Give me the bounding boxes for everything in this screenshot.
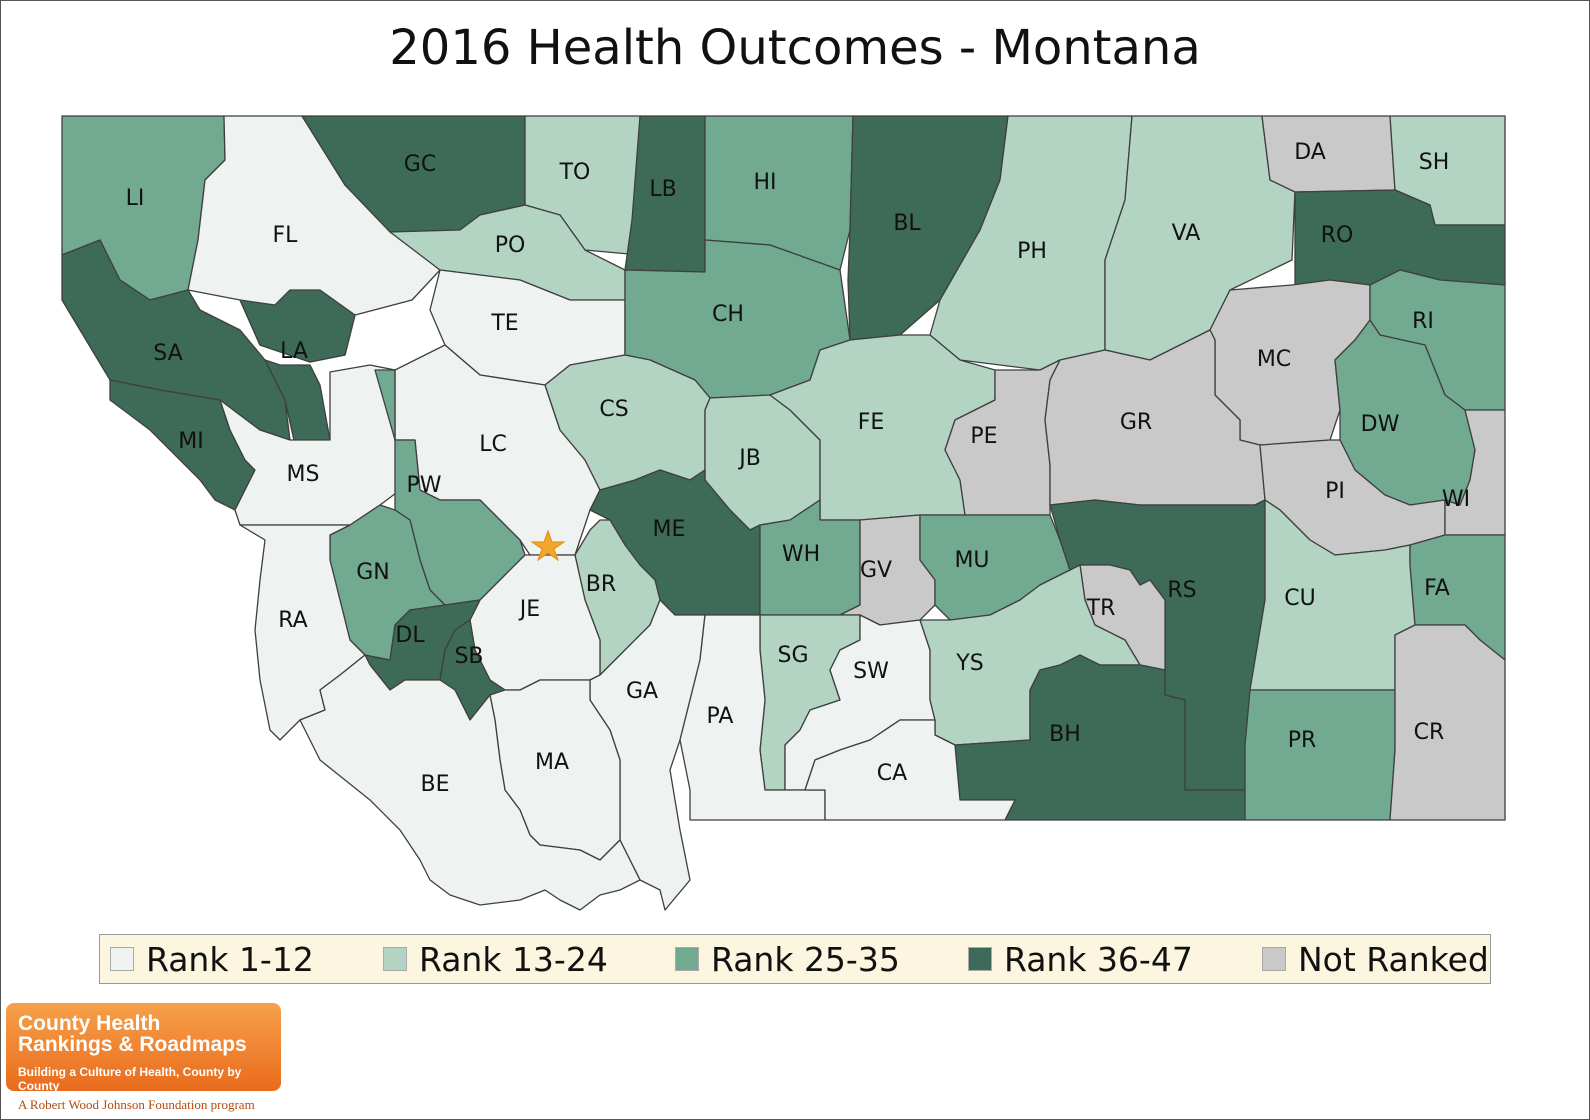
county-ca	[804, 719, 1016, 821]
logo-tagline: Building a Culture of Health, County by …	[18, 1065, 242, 1093]
county-label-sa: SA	[153, 341, 182, 366]
legend-item-rank-25-35: Rank 25-35	[675, 935, 900, 983]
county-label-jb: JB	[737, 446, 761, 471]
county-label-pr: PR	[1288, 728, 1317, 753]
county-label-bh: BH	[1049, 722, 1081, 747]
legend-item-not-ranked: Not Ranked	[1262, 935, 1489, 983]
legend-label: Rank 1-12	[146, 939, 314, 979]
county-label-cu: CU	[1284, 586, 1315, 611]
legend-swatch	[110, 947, 134, 971]
county-label-pe: PE	[970, 424, 997, 449]
county-label-gc: GC	[404, 152, 436, 177]
county-label-fl: FL	[273, 223, 299, 248]
county-label-va: VA	[1172, 221, 1201, 246]
county-label-je: JE	[518, 597, 540, 622]
county-label-la: LA	[280, 339, 308, 364]
county-label-hi: HI	[753, 170, 776, 195]
county-label-po: PO	[495, 233, 526, 258]
county-label-pw: PW	[406, 473, 441, 498]
legend: Rank 1-12 Rank 13-24 Rank 25-35 Rank 36-…	[99, 934, 1491, 984]
county-label-ro: RO	[1321, 223, 1354, 248]
county-label-dw: DW	[1361, 412, 1400, 437]
county-label-to: TO	[559, 160, 591, 185]
legend-swatch	[383, 947, 407, 971]
county-label-be: BE	[421, 772, 450, 797]
logo-line-1: County Health	[18, 1012, 161, 1035]
county-ms	[219, 364, 401, 526]
legend-item-rank-13-24: Rank 13-24	[383, 935, 608, 983]
county-label-lb: LB	[649, 177, 676, 202]
county-be	[299, 654, 641, 911]
legend-label: Rank 25-35	[711, 939, 900, 979]
legend-item-rank-1-12: Rank 1-12	[110, 935, 314, 983]
county-label-da: DA	[1294, 140, 1326, 165]
county-label-rs: RS	[1167, 578, 1196, 603]
capital-star-icon	[530, 529, 566, 562]
county-label-bl: BL	[893, 211, 921, 236]
county-label-gn: GN	[356, 560, 390, 585]
county-pr	[1244, 689, 1396, 821]
county-label-sb: SB	[454, 644, 483, 669]
county-label-cr: CR	[1414, 720, 1445, 745]
county-label-ga: GA	[626, 679, 658, 704]
county-label-fe: FE	[858, 410, 885, 435]
legend-swatch	[675, 947, 699, 971]
county-label-ms: MS	[287, 462, 320, 487]
rwjf-program-text: A Robert Wood Johnson Foundation program	[18, 1097, 255, 1112]
county-label-gv: GV	[860, 558, 892, 583]
legend-label: Not Ranked	[1298, 939, 1489, 979]
county-label-lc: LC	[479, 432, 507, 457]
county-label-wi: WI	[1442, 487, 1470, 512]
legend-swatch	[968, 947, 992, 971]
county-label-te: TE	[490, 311, 518, 336]
county-label-ch: CH	[712, 302, 744, 327]
county-label-tr: TR	[1086, 596, 1116, 621]
county-label-ri: RI	[1412, 309, 1434, 334]
legend-label: Rank 36-47	[1004, 939, 1193, 979]
legend-label: Rank 13-24	[419, 939, 608, 979]
county-label-mc: MC	[1257, 347, 1291, 372]
legend-swatch	[1262, 947, 1286, 971]
county-label-wh: WH	[782, 542, 820, 567]
legend-item-rank-36-47: Rank 36-47	[968, 935, 1193, 983]
county-label-ma: MA	[535, 750, 569, 775]
county-label-cs: CS	[599, 397, 628, 422]
logo-line-2: Rankings & Roadmaps	[18, 1033, 247, 1056]
county-label-sw: SW	[853, 659, 889, 684]
county-label-ph: PH	[1017, 239, 1047, 264]
county-label-ra: RA	[278, 608, 307, 633]
county-label-fa: FA	[1424, 576, 1450, 601]
county-label-br: BR	[586, 572, 616, 597]
county-label-sg: SG	[777, 643, 808, 668]
county-label-pa: PA	[707, 704, 734, 729]
county-label-ca: CA	[877, 761, 907, 786]
county-label-me: ME	[653, 517, 686, 542]
county-label-pi: PI	[1325, 479, 1345, 504]
chrr-logo: County Health Rankings & Roadmaps Buildi…	[6, 1003, 281, 1093]
county-label-gr: GR	[1120, 410, 1152, 435]
county-label-li: LI	[126, 186, 145, 211]
county-wi	[1444, 409, 1506, 536]
county-label-dl: DL	[395, 623, 425, 648]
county-label-mu: MU	[954, 548, 989, 573]
map-title: 2016 Health Outcomes - Montana	[389, 20, 1201, 76]
county-label-mi: MI	[178, 429, 203, 454]
county-label-sh: SH	[1419, 150, 1450, 175]
county-label-ys: YS	[955, 651, 983, 676]
county-da	[1261, 115, 1396, 193]
county-cr	[1389, 624, 1506, 821]
